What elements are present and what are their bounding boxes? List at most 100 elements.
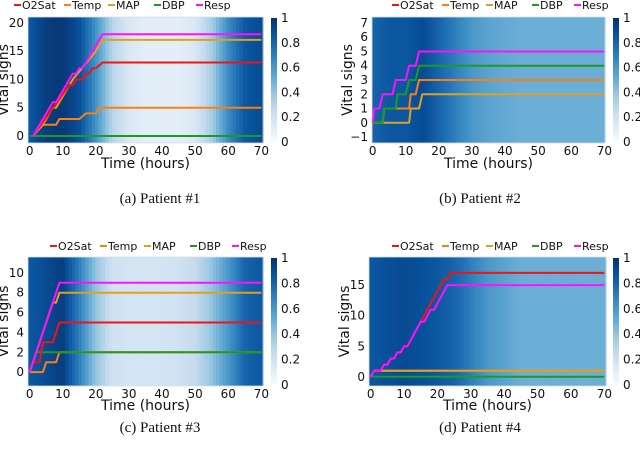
attention-cell xyxy=(555,257,560,386)
y-axis-label: Vital signs xyxy=(0,44,12,116)
attention-cell xyxy=(259,17,264,143)
attention-cell xyxy=(426,257,431,386)
attention-cell xyxy=(226,17,231,143)
attention-cell xyxy=(480,257,485,386)
attention-cell xyxy=(88,17,93,143)
attention-cell xyxy=(385,257,390,386)
attention-cell xyxy=(172,17,177,143)
series-line-resp xyxy=(28,281,262,373)
attention-cell xyxy=(558,257,563,386)
attention-cell xyxy=(572,257,577,386)
colorbar-tick-label: 0.6 xyxy=(281,61,300,75)
attention-cell xyxy=(375,17,380,143)
x-tick-label: 30 xyxy=(464,144,479,158)
attention-cell xyxy=(189,17,194,143)
attention-cell xyxy=(575,257,580,386)
attention-cell xyxy=(396,257,401,386)
x-tick-label: 30 xyxy=(463,387,478,401)
colorbar-tick-label: 1 xyxy=(281,11,289,25)
attention-cell xyxy=(406,257,411,386)
colorbar-tick-label: 0.2 xyxy=(623,353,640,367)
x-tick-label: 20 xyxy=(88,387,103,401)
legend-label-temp: Temp xyxy=(449,240,479,253)
y-tick-label: 5 xyxy=(16,101,24,115)
colorbar-tick-label: 0.2 xyxy=(281,353,300,367)
y-tick-label: 6 xyxy=(360,30,368,44)
attention-cell xyxy=(405,17,410,143)
attention-cell xyxy=(219,17,224,143)
y-tick-label: 8 xyxy=(16,286,24,300)
y-tick-label: 0 xyxy=(16,129,24,143)
attention-cell xyxy=(517,257,522,386)
attention-cell xyxy=(372,17,376,143)
attention-cell xyxy=(413,257,417,386)
attention-cell xyxy=(54,17,59,143)
attention-cell xyxy=(205,17,210,143)
attention-cell xyxy=(259,257,264,386)
attention-cell xyxy=(236,17,241,143)
y-tick-label: 20 xyxy=(9,16,24,30)
attention-cell xyxy=(64,17,69,143)
y-axis-label: Vital signs xyxy=(0,286,12,358)
legend-label-map: MAP xyxy=(494,0,518,12)
attention-cell xyxy=(528,257,533,386)
y-tick-label: 5 xyxy=(357,339,365,353)
colorbar-tick-label: 0 xyxy=(281,135,289,149)
x-axis-label: Time (hours) xyxy=(443,156,533,172)
attention-cell xyxy=(209,17,214,143)
attention-cell xyxy=(446,257,451,386)
attention-cell xyxy=(182,17,187,143)
colorbar-tick-label: 0.4 xyxy=(623,85,640,99)
legend-label-resp: Resp xyxy=(240,240,267,253)
attention-cell xyxy=(199,17,204,143)
attention-cell xyxy=(81,17,86,143)
attention-cell xyxy=(463,257,468,386)
attention-cell xyxy=(202,17,207,143)
attention-cell xyxy=(453,257,458,386)
attention-cell xyxy=(534,257,539,386)
attention-cell xyxy=(381,17,386,143)
attention-cell xyxy=(91,17,96,143)
attention-cell xyxy=(192,17,197,143)
attention-cell xyxy=(372,257,377,386)
attention-cell xyxy=(229,17,234,143)
colorbar-tick-label: 0.8 xyxy=(281,36,300,50)
attention-cell xyxy=(477,257,482,386)
y-tick-label: 2 xyxy=(16,345,24,359)
attention-cell xyxy=(142,17,147,143)
attention-cell xyxy=(551,257,556,386)
attention-cell xyxy=(242,17,247,143)
legend-label-dbp: DBP xyxy=(540,240,563,253)
attention-cell xyxy=(48,17,53,143)
attention-cell xyxy=(487,257,492,386)
attention-cell xyxy=(585,257,590,386)
y-tick-label: 6 xyxy=(16,306,24,320)
colorbar-tick-label: 0.6 xyxy=(281,302,300,316)
attention-cell xyxy=(108,17,113,143)
y-tick-label: 5 xyxy=(360,44,368,58)
attention-cell xyxy=(58,17,63,143)
attention-cell xyxy=(169,17,173,143)
attention-cell xyxy=(440,257,445,386)
y-axis-label: Vital signs xyxy=(337,286,353,358)
colorbar-tick-label: 0.4 xyxy=(623,327,640,341)
attention-cell xyxy=(467,257,472,386)
attention-cell xyxy=(256,17,261,143)
x-tick-label: 0 xyxy=(367,387,375,401)
attention-cell xyxy=(28,17,32,143)
attention-cell xyxy=(595,257,600,386)
y-tick-label: 3 xyxy=(360,73,368,87)
attention-cell xyxy=(152,17,157,143)
attention-cell xyxy=(165,17,170,143)
attention-cell xyxy=(148,17,153,143)
x-tick-label: 70 xyxy=(254,387,269,401)
x-axis-label: Time (hours) xyxy=(442,398,532,414)
colorbar-tick-label: 0.6 xyxy=(623,61,640,75)
attention-cell xyxy=(494,257,499,386)
x-tick-label: 10 xyxy=(55,144,70,158)
subplot-caption: (d) Patient #4 xyxy=(439,420,521,436)
y-tick-label: 15 xyxy=(350,278,365,292)
